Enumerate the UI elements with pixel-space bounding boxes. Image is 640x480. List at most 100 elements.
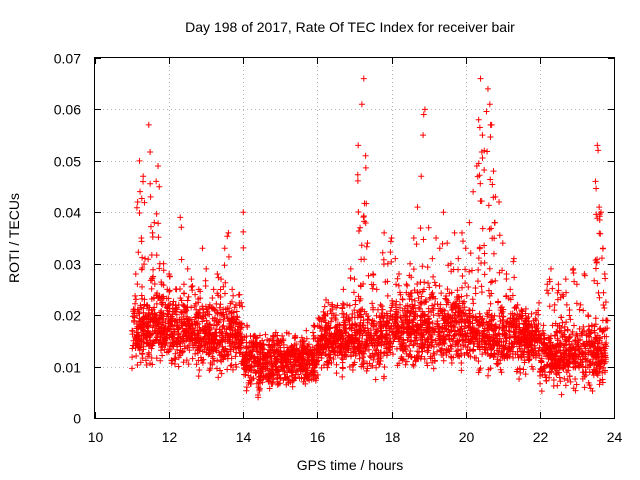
data-point (546, 303, 553, 310)
data-point (440, 209, 447, 216)
data-point (364, 240, 371, 247)
data-point (499, 240, 506, 247)
data-point (260, 356, 267, 363)
data-point (160, 267, 167, 274)
x-tick-label: 18 (385, 429, 401, 445)
data-point (479, 132, 486, 139)
data-point (381, 364, 388, 371)
data-point (265, 370, 272, 377)
data-point (565, 359, 572, 366)
data-point (556, 322, 563, 329)
data-point (410, 362, 417, 369)
data-point (494, 299, 501, 306)
data-point (594, 340, 601, 347)
data-point (275, 367, 282, 374)
data-point (362, 344, 369, 351)
data-point (356, 355, 363, 362)
data-point (333, 338, 340, 345)
data-point (191, 303, 198, 310)
data-point (135, 249, 142, 256)
data-point (539, 327, 546, 334)
data-point (462, 266, 469, 273)
data-point (551, 364, 558, 371)
data-point (339, 373, 346, 380)
data-point (360, 317, 367, 324)
data-point (235, 319, 242, 326)
data-point (192, 291, 199, 298)
data-point (547, 343, 554, 350)
data-point (537, 372, 544, 379)
data-point (145, 312, 152, 319)
data-point (324, 364, 331, 371)
points-layer (129, 75, 611, 401)
data-point (185, 361, 192, 368)
data-point (501, 327, 508, 334)
data-point (388, 235, 395, 241)
data-point (519, 308, 526, 315)
data-point (566, 334, 573, 341)
data-point (225, 351, 232, 358)
data-point (509, 292, 516, 299)
data-point (248, 376, 255, 383)
data-point (360, 357, 367, 364)
data-point (216, 304, 223, 311)
data-point (502, 331, 509, 338)
data-point (557, 294, 564, 301)
data-point (563, 301, 570, 308)
data-point (134, 361, 141, 368)
data-point (525, 322, 532, 329)
data-point (468, 267, 475, 274)
data-point (562, 362, 569, 369)
data-point (465, 352, 472, 359)
data-point (574, 341, 581, 348)
data-point (173, 311, 180, 318)
data-point (163, 335, 170, 342)
data-point (197, 354, 204, 361)
data-point (229, 309, 236, 316)
data-point (250, 340, 257, 347)
data-point (471, 340, 478, 347)
data-point (455, 255, 462, 262)
data-point (495, 360, 502, 367)
data-point (544, 349, 551, 356)
data-point (164, 326, 171, 333)
data-point (138, 304, 145, 311)
data-point (218, 358, 225, 365)
data-point (337, 347, 344, 354)
data-point (379, 313, 386, 320)
data-point (439, 240, 446, 247)
data-point (602, 349, 609, 356)
data-point (321, 326, 328, 333)
data-point (457, 331, 464, 338)
data-point (515, 334, 522, 341)
data-point (491, 219, 498, 226)
data-point (390, 338, 397, 345)
data-point (413, 335, 420, 342)
data-point (360, 328, 367, 335)
data-point (320, 308, 327, 315)
data-point (598, 339, 605, 346)
data-point (524, 334, 531, 341)
data-point (361, 327, 368, 334)
data-point (478, 198, 485, 205)
data-point (180, 281, 187, 288)
data-point (175, 363, 182, 370)
data-point (293, 345, 300, 352)
data-point (553, 328, 560, 335)
data-point (416, 349, 423, 356)
data-point (148, 285, 155, 292)
data-point (341, 352, 348, 359)
data-point (209, 295, 216, 302)
data-point (133, 312, 140, 319)
data-point (364, 319, 371, 326)
data-point (472, 284, 479, 291)
data-point (562, 338, 569, 345)
data-point (476, 245, 483, 252)
data-point (513, 305, 520, 312)
data-point (506, 345, 513, 352)
data-point (578, 330, 585, 337)
data-point (333, 361, 340, 368)
data-point (140, 319, 147, 326)
data-point (497, 307, 504, 314)
data-point (169, 332, 176, 339)
